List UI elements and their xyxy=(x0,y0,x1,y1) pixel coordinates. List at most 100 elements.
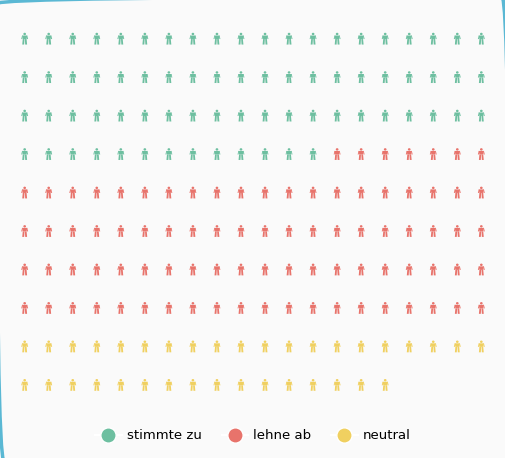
Polygon shape xyxy=(430,77,432,83)
Polygon shape xyxy=(481,347,483,352)
Polygon shape xyxy=(142,267,147,270)
Polygon shape xyxy=(361,116,363,121)
Polygon shape xyxy=(49,270,51,275)
Circle shape xyxy=(431,187,434,189)
Circle shape xyxy=(383,264,386,266)
Polygon shape xyxy=(217,39,219,44)
Polygon shape xyxy=(93,382,94,385)
Polygon shape xyxy=(118,190,123,193)
Polygon shape xyxy=(429,305,430,308)
Polygon shape xyxy=(97,385,99,391)
Polygon shape xyxy=(73,385,75,391)
Polygon shape xyxy=(123,36,124,39)
Polygon shape xyxy=(166,382,171,385)
Circle shape xyxy=(479,302,482,305)
Polygon shape xyxy=(262,385,264,391)
Circle shape xyxy=(191,148,194,151)
Polygon shape xyxy=(482,74,484,77)
Circle shape xyxy=(383,33,386,35)
Polygon shape xyxy=(22,344,27,347)
Polygon shape xyxy=(46,347,48,352)
Polygon shape xyxy=(146,305,148,308)
Polygon shape xyxy=(190,151,195,154)
Polygon shape xyxy=(194,267,196,270)
Polygon shape xyxy=(70,74,75,77)
Polygon shape xyxy=(214,270,216,275)
Circle shape xyxy=(95,379,98,382)
Polygon shape xyxy=(121,77,123,83)
Circle shape xyxy=(215,33,218,35)
Polygon shape xyxy=(22,308,24,314)
Polygon shape xyxy=(146,190,148,193)
Polygon shape xyxy=(70,116,72,121)
Polygon shape xyxy=(386,305,388,308)
Polygon shape xyxy=(338,344,340,347)
Polygon shape xyxy=(94,385,96,391)
Polygon shape xyxy=(382,228,387,231)
Circle shape xyxy=(215,302,218,305)
Polygon shape xyxy=(214,231,216,237)
Polygon shape xyxy=(118,116,120,121)
Polygon shape xyxy=(69,151,71,154)
Polygon shape xyxy=(94,305,99,308)
Polygon shape xyxy=(118,267,123,270)
Polygon shape xyxy=(357,36,359,39)
Polygon shape xyxy=(94,74,99,77)
Polygon shape xyxy=(145,231,147,237)
Circle shape xyxy=(455,187,458,189)
Polygon shape xyxy=(141,267,142,270)
Polygon shape xyxy=(478,347,480,352)
Polygon shape xyxy=(381,344,382,347)
Circle shape xyxy=(191,110,194,112)
Polygon shape xyxy=(94,382,99,385)
Polygon shape xyxy=(430,39,432,44)
Polygon shape xyxy=(333,151,334,154)
Polygon shape xyxy=(454,77,456,83)
Polygon shape xyxy=(361,154,363,160)
Polygon shape xyxy=(357,305,359,308)
Circle shape xyxy=(479,225,482,228)
Circle shape xyxy=(167,225,170,228)
Polygon shape xyxy=(382,77,384,83)
Polygon shape xyxy=(454,190,459,193)
Polygon shape xyxy=(382,231,384,237)
Polygon shape xyxy=(121,347,123,352)
Circle shape xyxy=(167,110,170,112)
Polygon shape xyxy=(310,113,315,116)
Polygon shape xyxy=(22,39,24,44)
Polygon shape xyxy=(405,151,407,154)
Polygon shape xyxy=(261,267,263,270)
Polygon shape xyxy=(478,74,483,77)
Polygon shape xyxy=(313,385,315,391)
Circle shape xyxy=(431,33,434,35)
Polygon shape xyxy=(405,190,407,193)
Polygon shape xyxy=(478,77,480,83)
Polygon shape xyxy=(406,228,411,231)
Polygon shape xyxy=(237,267,238,270)
Circle shape xyxy=(119,264,122,266)
Polygon shape xyxy=(22,228,27,231)
Polygon shape xyxy=(73,270,75,275)
Polygon shape xyxy=(434,305,436,308)
Polygon shape xyxy=(363,113,364,116)
Polygon shape xyxy=(309,344,311,347)
Circle shape xyxy=(263,302,266,305)
Polygon shape xyxy=(482,36,484,39)
Polygon shape xyxy=(193,270,195,275)
Polygon shape xyxy=(313,231,315,237)
Polygon shape xyxy=(49,39,51,44)
Polygon shape xyxy=(238,385,240,391)
Polygon shape xyxy=(166,74,171,77)
Polygon shape xyxy=(190,231,192,237)
Circle shape xyxy=(47,71,50,74)
Polygon shape xyxy=(25,116,27,121)
Polygon shape xyxy=(70,193,72,198)
Polygon shape xyxy=(285,305,286,308)
Polygon shape xyxy=(434,36,436,39)
Circle shape xyxy=(455,302,458,305)
Circle shape xyxy=(191,71,194,74)
Polygon shape xyxy=(310,116,312,121)
Polygon shape xyxy=(333,344,334,347)
Polygon shape xyxy=(22,113,27,116)
Circle shape xyxy=(119,379,122,382)
